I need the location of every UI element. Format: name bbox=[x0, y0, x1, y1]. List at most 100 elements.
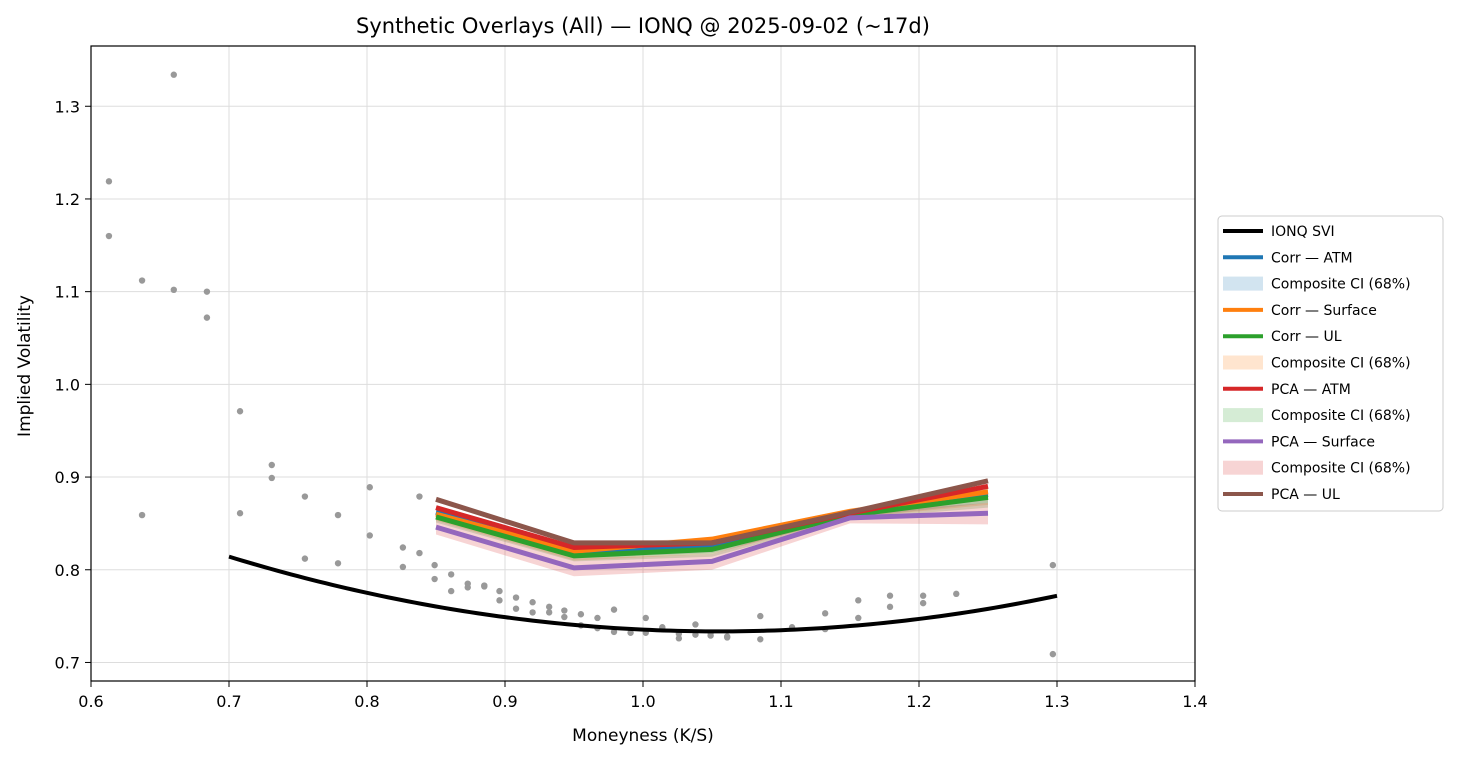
market-iv-point bbox=[855, 614, 862, 622]
composite-ci-band bbox=[436, 503, 988, 577]
y-tick-label: 1.1 bbox=[55, 283, 80, 302]
market-iv-point bbox=[268, 474, 275, 482]
market-iv-point bbox=[577, 611, 585, 618]
market-iv-point bbox=[561, 607, 568, 614]
market-iv-point bbox=[431, 575, 438, 583]
market-iv-point bbox=[416, 493, 423, 500]
legend-label: Corr — Surface bbox=[1271, 303, 1377, 319]
market-iv-point bbox=[447, 587, 455, 595]
x-tick-label: 1.4 bbox=[1182, 692, 1207, 711]
y-axis-label: Implied Volatility bbox=[15, 295, 35, 437]
market-iv-point bbox=[919, 592, 927, 599]
market-iv-point bbox=[512, 594, 520, 601]
y-tick-label: 0.7 bbox=[55, 653, 80, 672]
market-iv-point bbox=[561, 613, 568, 621]
market-iv-point bbox=[301, 555, 309, 562]
market-iv-point bbox=[610, 606, 618, 613]
market-iv-point bbox=[545, 609, 553, 616]
market-iv-point bbox=[594, 614, 601, 622]
market-iv-point bbox=[496, 597, 503, 604]
market-iv-point bbox=[334, 511, 342, 519]
market-iv-point bbox=[105, 178, 113, 185]
legend: IONQ SVI Corr — ATM Composite CI (68%) Corr… bbox=[1217, 215, 1444, 512]
market-iv-point bbox=[138, 277, 146, 284]
plot-area bbox=[105, 71, 1058, 658]
x-axis-label: Moneyness (K/S) bbox=[572, 726, 714, 746]
legend-label: Composite CI (68%) bbox=[1271, 356, 1411, 372]
x-tick-label: 0.8 bbox=[354, 692, 379, 711]
x-tick-label: 0.7 bbox=[216, 692, 241, 711]
market-iv-point bbox=[416, 549, 423, 557]
legend-box bbox=[1217, 215, 1444, 512]
svi-fit-line bbox=[228, 554, 1058, 634]
overlay-series-line bbox=[435, 478, 989, 546]
market-iv-point bbox=[399, 544, 407, 551]
axis-ticks: 0.6 0.7 0.8 0.9 1.0 1.1 1.2 1.3 1.4 0.7 0.8 0.9 1.0 1… bbox=[55, 97, 1208, 711]
market-iv-point bbox=[821, 610, 829, 617]
x-tick-label: 1.2 bbox=[906, 692, 931, 711]
market-iv-point bbox=[236, 408, 244, 415]
market-iv-point bbox=[1049, 650, 1057, 658]
y-tick-label: 1.3 bbox=[55, 97, 80, 116]
market-iv-point bbox=[431, 561, 438, 569]
market-iv-point bbox=[723, 634, 731, 641]
market-iv-point bbox=[757, 612, 764, 620]
market-iv-point bbox=[105, 232, 113, 240]
x-tick-label: 1.0 bbox=[630, 692, 655, 711]
legend-label: Composite CI (68%) bbox=[1271, 408, 1411, 424]
x-tick-label: 1.3 bbox=[1044, 692, 1069, 711]
market-iv-point bbox=[301, 493, 309, 500]
legend-label: Corr — UL bbox=[1271, 329, 1342, 345]
market-iv-point bbox=[399, 563, 407, 571]
x-tick-label: 0.6 bbox=[78, 692, 103, 711]
market-iv-point bbox=[707, 632, 714, 639]
legend-label: Composite CI (68%) bbox=[1271, 277, 1411, 293]
legend-label: PCA — UL bbox=[1271, 487, 1340, 503]
y-tick-label: 1.2 bbox=[55, 190, 80, 209]
market-iv-point bbox=[481, 583, 488, 590]
market-iv-point bbox=[496, 587, 503, 595]
market-iv-point bbox=[675, 635, 683, 642]
legend-label: Composite CI (68%) bbox=[1271, 461, 1411, 477]
legend-label: Corr — ATM bbox=[1271, 250, 1353, 266]
legend-patch-swatch bbox=[1223, 460, 1263, 475]
market-iv-point bbox=[236, 510, 244, 517]
market-iv-point bbox=[268, 461, 275, 469]
market-iv-point bbox=[886, 603, 894, 611]
market-iv-point bbox=[512, 605, 520, 612]
y-tick-label: 0.9 bbox=[55, 468, 80, 487]
x-tick-label: 0.9 bbox=[492, 692, 517, 711]
market-iv-point bbox=[642, 614, 649, 622]
legend-label: IONQ SVI bbox=[1271, 224, 1335, 240]
market-iv-point bbox=[757, 636, 764, 643]
x-tick-label: 1.1 bbox=[768, 692, 793, 711]
chart-title: Synthetic Overlays (All) — IONQ @ 2025-0… bbox=[356, 14, 930, 38]
market-iv-point bbox=[464, 584, 471, 591]
market-iv-point bbox=[692, 621, 699, 628]
market-iv-point bbox=[138, 511, 146, 519]
legend-label: PCA — ATM bbox=[1271, 382, 1351, 398]
market-iv-point bbox=[170, 286, 177, 294]
market-iv-point bbox=[855, 597, 862, 604]
market-iv-point bbox=[447, 571, 455, 578]
market-iv-point bbox=[1049, 561, 1057, 569]
market-iv-point bbox=[366, 532, 373, 539]
legend-patch-swatch bbox=[1223, 276, 1263, 291]
market-iv-point bbox=[334, 560, 342, 567]
legend-patch-swatch bbox=[1223, 355, 1263, 370]
market-iv-point bbox=[529, 599, 536, 606]
market-iv-point bbox=[170, 71, 177, 78]
market-iv-point bbox=[529, 609, 536, 616]
y-tick-label: 1.0 bbox=[55, 375, 80, 394]
market-iv-point bbox=[919, 599, 927, 607]
overlay-series-line bbox=[435, 510, 989, 571]
market-iv-point bbox=[203, 314, 211, 321]
legend-label: PCA — Surface bbox=[1271, 434, 1375, 450]
market-iv-point bbox=[203, 288, 211, 295]
y-tick-label: 0.8 bbox=[55, 561, 80, 580]
market-iv-point bbox=[627, 629, 634, 636]
overlay-series-line bbox=[435, 494, 989, 559]
market-iv-point bbox=[366, 484, 373, 491]
